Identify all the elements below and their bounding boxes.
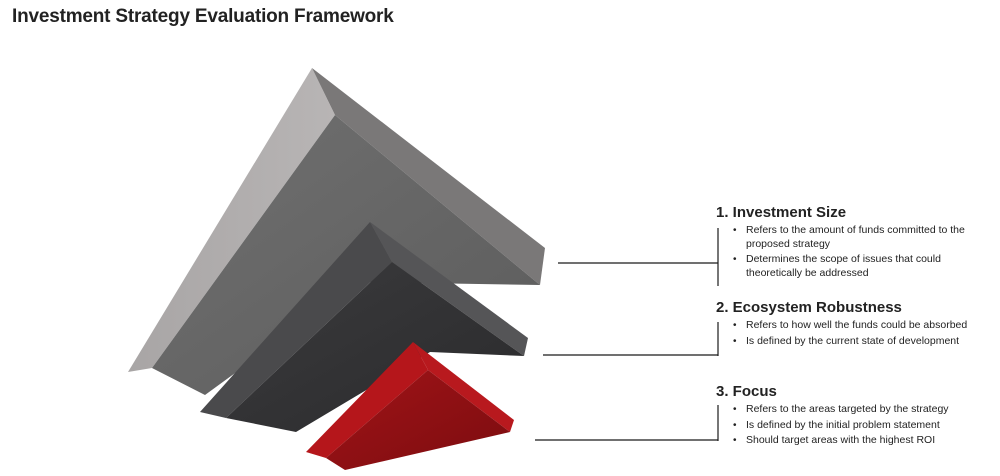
pyramid-focus-front-face [326, 370, 510, 470]
bullet-item: Determines the scope of issues that coul… [733, 253, 998, 280]
bullet-list: Refers to the areas targeted by the stra… [716, 403, 998, 448]
pyramid-focus [306, 342, 514, 470]
pyramid-ecosystem-robustness-top-bevel [370, 222, 528, 356]
item-heading: 3. Focus [716, 383, 777, 400]
framework-item-ecosystem-robustness: 2. Ecosystem Robustness Refers to how we… [716, 299, 998, 350]
pyramid-focus-left-face [306, 342, 428, 458]
pyramid-investment-size-left-face [128, 68, 335, 372]
bullet-list: Refers to the amount of funds committed … [716, 224, 998, 280]
bullet-item: Refers to how well the funds could be ab… [733, 319, 998, 333]
item-heading: 1. Investment Size [716, 204, 847, 221]
pyramid-investment-size-top-bevel [312, 68, 545, 285]
pyramid-focus-top-bevel [413, 342, 514, 432]
pyramid-ecosystem-robustness [200, 222, 528, 432]
bullet-item: Is defined by the initial problem statem… [733, 419, 998, 433]
bullet-item: Should target areas with the highest ROI [733, 434, 998, 448]
pyramid-ecosystem-robustness-left-face [200, 222, 392, 418]
bullet-item: Refers to the areas targeted by the stra… [733, 403, 998, 417]
pyramid-ecosystem-robustness-front-face [226, 262, 524, 432]
bullet-item: Is defined by the current state of devel… [733, 335, 998, 349]
connector-lines [535, 228, 719, 441]
item-heading: 2. Ecosystem Robustness [716, 299, 902, 316]
bullet-item: Refers to the amount of funds committed … [733, 224, 998, 251]
bullet-list: Refers to how well the funds could be ab… [716, 319, 998, 348]
page-title: Investment Strategy Evaluation Framework [12, 6, 394, 27]
framework-item-investment-size: 1. Investment Size Refers to the amount … [716, 204, 998, 282]
framework-item-focus: 3. Focus Refers to the areas targeted by… [716, 383, 998, 450]
